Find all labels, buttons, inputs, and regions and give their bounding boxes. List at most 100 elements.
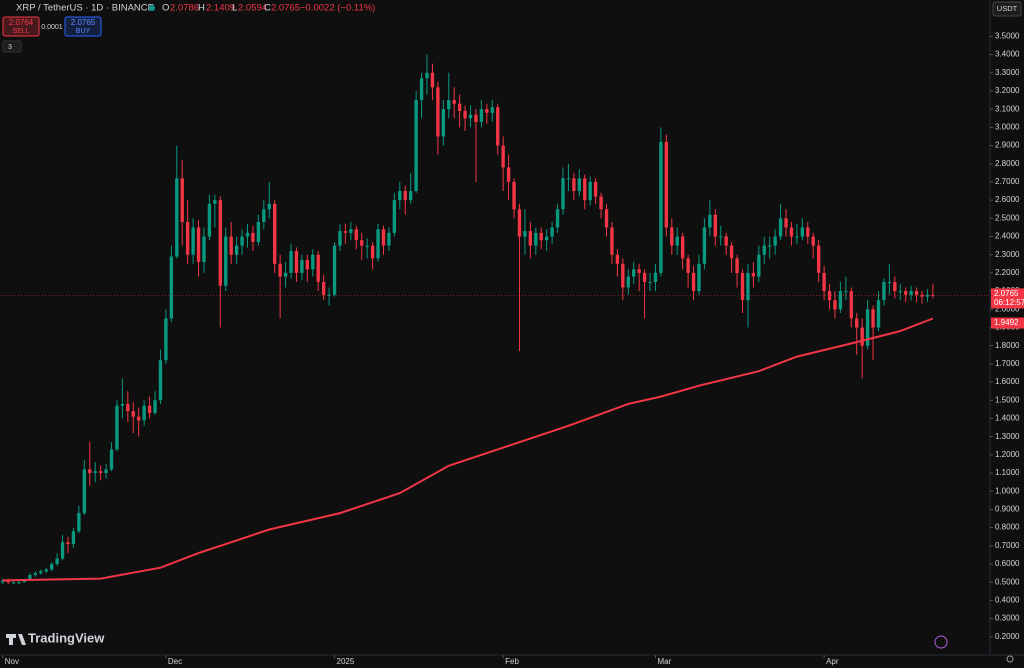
candle-body	[387, 232, 391, 246]
flash-icon[interactable]	[934, 635, 948, 649]
indicators-toggle[interactable]	[2, 40, 22, 53]
candle-body	[316, 254, 320, 283]
candle-body	[28, 574, 32, 581]
y-tick-label: 2.9000	[995, 141, 1020, 150]
candle-body	[702, 227, 707, 264]
candle-body	[550, 227, 554, 237]
candle-body	[104, 469, 108, 474]
candle-body	[561, 178, 565, 210]
candle-body	[414, 100, 418, 192]
candle-body	[909, 291, 913, 295]
candle-body	[485, 109, 489, 113]
y-tick-label: 3.2000	[995, 86, 1020, 95]
candle-body	[827, 291, 832, 301]
y-tick-label: 2.4000	[995, 232, 1020, 241]
candle-body	[833, 300, 837, 310]
y-tick-label: 3.4000	[995, 50, 1020, 59]
candle-body	[11, 582, 16, 584]
candle-body	[637, 269, 641, 273]
candle-body	[876, 300, 881, 328]
candle-body	[838, 291, 843, 310]
candle-body	[544, 236, 549, 241]
candle-body	[768, 245, 772, 247]
sell-button[interactable]	[2, 16, 40, 37]
ohlc-c: 2.0765	[271, 3, 300, 14]
candle-body	[724, 236, 728, 246]
candle-body	[349, 229, 353, 233]
candle-body	[22, 580, 27, 583]
candle-body	[409, 191, 413, 201]
candle-body	[196, 227, 201, 262]
candle-body	[147, 405, 152, 414]
indicators-count: 3	[8, 44, 12, 51]
candle-body	[234, 245, 239, 255]
y-tick-label: 3.5000	[995, 31, 1020, 40]
y-tick-label: 2.7000	[995, 177, 1020, 186]
candle-body	[321, 282, 326, 295]
candle-body	[539, 232, 543, 241]
candle-body	[806, 227, 810, 237]
candle-body	[289, 251, 293, 273]
candle-body	[479, 109, 484, 122]
candle-body	[860, 327, 864, 346]
candle-body	[256, 221, 261, 242]
candle-body	[893, 282, 897, 292]
moving-average	[2, 317, 934, 582]
y-tick-label: 1.3000	[995, 432, 1020, 441]
candle-body	[501, 145, 505, 168]
y-tick-label: 0.7000	[995, 541, 1020, 550]
candle-body	[599, 196, 603, 210]
last-price-box	[991, 288, 1024, 309]
candle-body	[855, 318, 859, 328]
candle-body	[811, 236, 815, 246]
y-tick-label: 0.6000	[995, 559, 1020, 568]
candle-body	[555, 209, 560, 228]
candle-body	[784, 218, 788, 228]
candle-body	[126, 403, 130, 412]
candle-body	[566, 178, 571, 180]
y-tick-label: 2.6000	[995, 195, 1020, 204]
candle-body	[229, 236, 233, 255]
candle-body	[588, 181, 592, 201]
candle-body	[283, 272, 288, 277]
buy-button[interactable]	[64, 16, 102, 37]
candle-body	[191, 227, 195, 255]
candle-body	[305, 260, 310, 270]
candle-body	[202, 236, 206, 262]
candle-body	[267, 203, 271, 210]
y-tick-label: 0.5000	[995, 577, 1020, 586]
settings-icon[interactable]	[1006, 655, 1014, 663]
buy-label: BUY	[76, 28, 91, 35]
candle-body	[158, 360, 163, 401]
ohlc-l: 2.0594	[238, 3, 267, 14]
x-tick-label: Mar	[657, 657, 671, 666]
currency-button[interactable]	[992, 1, 1022, 17]
candle-body	[207, 203, 212, 237]
candle-body	[262, 209, 266, 222]
ohlc-h-label: H	[198, 3, 205, 14]
y-tick-label: 1.2000	[995, 450, 1020, 459]
candle-body	[914, 291, 919, 295]
y-tick-label: 2.0000	[995, 304, 1020, 313]
candle-body	[670, 227, 674, 246]
y-tick-label: 3.0000	[995, 122, 1020, 131]
ohlc-o-label: O	[162, 3, 169, 14]
candle-body	[33, 573, 38, 575]
candle-body	[512, 181, 516, 210]
candle-body	[39, 571, 43, 574]
candle-body	[164, 318, 168, 361]
candle-body	[71, 531, 76, 545]
ma-price-box	[991, 317, 1024, 329]
candle-body	[686, 258, 690, 273]
y-tick-label: 2.2000	[995, 268, 1020, 277]
y-tick-label: 1.7000	[995, 359, 1020, 368]
candle-body	[523, 231, 527, 237]
candle-body	[392, 200, 397, 233]
candle-body	[680, 236, 685, 259]
candle-body	[251, 232, 255, 242]
y-tick-label: 0.9000	[995, 505, 1020, 514]
candle-body	[735, 258, 739, 273]
candle-body	[496, 107, 500, 146]
candle-body	[762, 245, 766, 255]
